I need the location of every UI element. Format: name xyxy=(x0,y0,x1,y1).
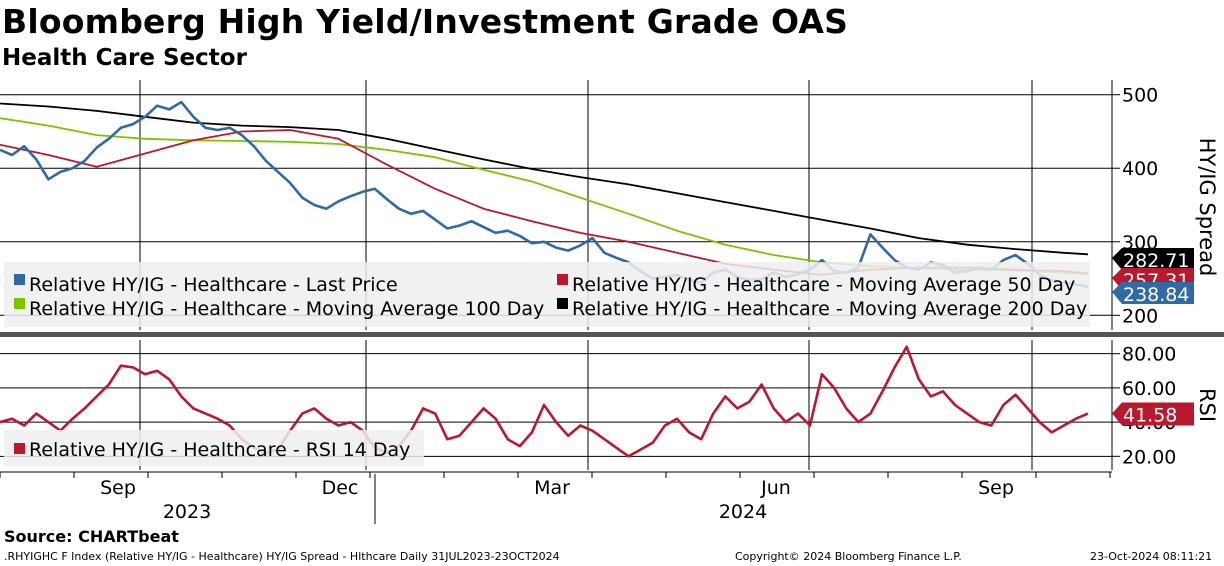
x-tick-label: Sep xyxy=(978,477,1014,499)
last-value-text: 41.58 xyxy=(1123,405,1177,427)
legend-swatch xyxy=(557,298,568,309)
series-line xyxy=(0,100,1089,288)
series-line xyxy=(0,129,1089,276)
legend-swatch xyxy=(14,298,25,309)
last-value-text: 238.84 xyxy=(1123,284,1189,306)
ytick-label: 20.00 xyxy=(1122,446,1176,468)
series-line xyxy=(0,102,1089,256)
source-label: Source: CHARTbeat xyxy=(4,527,179,546)
panel-divider xyxy=(0,332,1224,337)
legend-entry: Relative HY/IG - Healthcare - Last Price xyxy=(29,274,398,296)
ytick-label: 500 xyxy=(1122,85,1158,107)
x-tick-label: Dec xyxy=(322,477,359,499)
timestamp: 23-Oct-2024 08:11:21 xyxy=(1090,550,1213,563)
ytick-label: 80.00 xyxy=(1122,344,1176,366)
legend-swatch xyxy=(14,443,25,454)
legend-entry: Relative HY/IG - Healthcare - Moving Ave… xyxy=(572,274,1075,296)
last-value-tag: 238.84 xyxy=(1112,282,1194,306)
ytick-label: 400 xyxy=(1122,158,1158,180)
chart-title: Bloomberg High Yield/Investment Grade OA… xyxy=(2,2,849,41)
ytick-label: 200 xyxy=(1122,305,1158,327)
y-axis-label: HY/IG Spread xyxy=(1195,138,1219,277)
last-value-tag-bg xyxy=(1112,402,1194,426)
x-tick-label: Jun xyxy=(760,477,791,499)
legend-entry: Relative HY/IG - Healthcare - RSI 14 Day xyxy=(29,439,410,461)
x-tick-label: Mar xyxy=(534,477,570,499)
series-line xyxy=(0,345,1089,458)
last-value-text: 282.71 xyxy=(1123,250,1189,272)
last-value-tag-bg xyxy=(1112,282,1194,304)
legend-entry: Relative HY/IG - Healthcare - Moving Ave… xyxy=(572,298,1087,320)
last-value-tag: 41.58 xyxy=(1112,402,1194,427)
x-tick-label: Sep xyxy=(100,477,136,499)
legend-entry: Relative HY/IG - Healthcare - Moving Ave… xyxy=(29,298,544,320)
legend-swatch xyxy=(557,274,568,285)
last-value-tag-bg xyxy=(1112,248,1194,270)
x-year-label: 2024 xyxy=(719,501,767,523)
x-year-label: 2023 xyxy=(163,501,211,523)
series-line xyxy=(0,117,1089,275)
legend-box xyxy=(4,430,424,466)
chart-subtitle: Health Care Sector xyxy=(2,45,247,71)
legend-swatch xyxy=(14,274,25,285)
index-description: .RHYIGHC F Index (Relative HY/IG - Healt… xyxy=(4,550,560,563)
y-axis-label: RSI xyxy=(1195,388,1219,422)
copyright: Copyright© 2024 Bloomberg Finance L.P. xyxy=(735,550,962,563)
ytick-label: 60.00 xyxy=(1122,378,1176,400)
legend-box xyxy=(4,262,1090,327)
last-value-tag: 282.71 xyxy=(1112,248,1194,272)
